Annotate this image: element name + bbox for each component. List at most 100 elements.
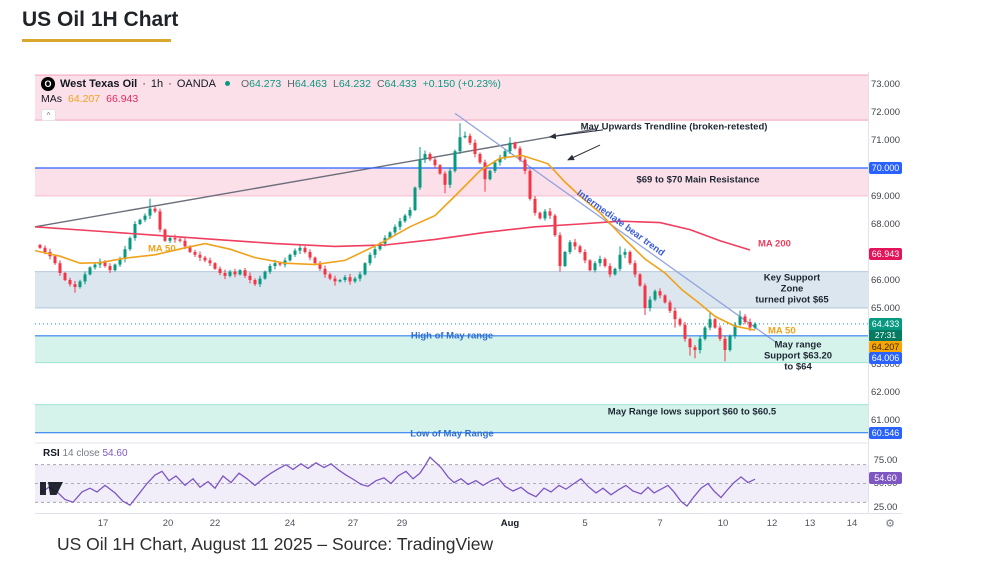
may-range-low-zone — [35, 404, 868, 433]
candle-body — [258, 278, 262, 285]
chart-canvas[interactable] — [35, 72, 868, 513]
candle-body — [573, 242, 577, 247]
candle-body — [123, 249, 127, 259]
price-axis-label: 25.00 — [873, 502, 898, 513]
price-axis[interactable]: 73.000 72.000 71.000 69.000 68.000 66.000 65.0… — [868, 72, 902, 513]
trendline-arrow-2 — [567, 144, 601, 161]
candle-body — [323, 268, 327, 275]
candle-body — [698, 338, 702, 350]
time-axis-label-13: 13 — [804, 518, 816, 529]
symbol-legend: O West Texas Oil · 1h · OANDA O64.273 H64… — [41, 76, 501, 121]
candle-body — [173, 238, 177, 240]
interval-value[interactable]: 1h — [150, 77, 164, 90]
candle-body — [723, 338, 727, 350]
candle-body — [113, 264, 117, 271]
may-upwards-trendline[interactable] — [35, 128, 598, 228]
price-axis-label: 61.000 — [870, 415, 901, 426]
rsi-name: RSI — [43, 448, 60, 459]
candle-body — [143, 215, 147, 220]
candle-body — [728, 336, 732, 350]
ohlc-item: H64.463 — [287, 77, 327, 90]
candle-body — [688, 338, 692, 348]
candle-body — [643, 285, 647, 308]
candle-body — [653, 291, 657, 300]
time-axis-label-7: 7 — [657, 518, 663, 529]
candle-body — [363, 263, 367, 275]
candle-body — [548, 211, 552, 216]
symbol-name[interactable]: West Texas Oil — [60, 77, 138, 90]
candle-body — [203, 257, 207, 261]
price-axis-label: 72.000 — [870, 107, 901, 118]
candle-body — [493, 162, 497, 171]
candle-body — [298, 247, 302, 251]
candle-body — [583, 252, 587, 261]
price-badge-64207: 64.207 — [869, 341, 902, 353]
price-axis-label: 68.000 — [870, 219, 901, 230]
candle-body — [753, 323, 757, 328]
candle-body — [263, 271, 267, 279]
candle-body — [558, 235, 562, 266]
candle-body — [353, 278, 357, 282]
price-axis-label: 66.000 — [870, 275, 901, 286]
ma50-current-value: 64.207 — [68, 93, 101, 105]
may-range-high-zone — [35, 335, 868, 363]
candle-body — [108, 266, 112, 271]
candle-body — [703, 327, 707, 339]
chart-plot-area[interactable]: May Upwards Trendline (broken-retested) $… — [35, 72, 868, 513]
candle-body — [138, 219, 142, 224]
price-badge-60546: 60.546 — [869, 427, 902, 439]
candle-body — [158, 211, 162, 230]
candle-body — [543, 211, 547, 219]
upper-resistance-zone — [35, 75, 868, 121]
ma50-line — [35, 154, 756, 331]
ohlc-values: O64.273 H64.463 L64.232 C64.433 +0.150 (+0.2… — [241, 78, 501, 90]
price-axis-label: 71.000 — [870, 135, 901, 146]
candle-body — [713, 319, 717, 328]
candle-body — [68, 280, 72, 285]
candle-body — [748, 322, 752, 328]
candle-body — [618, 254, 622, 269]
candle-body — [423, 154, 427, 160]
candle-body — [183, 240, 187, 247]
candle-body — [338, 280, 342, 282]
candle-body — [63, 273, 67, 280]
time-axis[interactable]: 17 20 22 24 27 29 Aug 5 7 10 12 13 14 ⚙ — [35, 513, 902, 532]
candle-body — [348, 277, 352, 282]
candle-body — [503, 151, 507, 159]
market-status-dot-icon[interactable] — [224, 81, 230, 86]
candle-body — [218, 268, 222, 273]
candle-body — [103, 261, 107, 266]
candle-body — [648, 299, 652, 308]
ohlc-item: O64.273 — [240, 77, 282, 90]
candle-body — [413, 187, 417, 210]
candle-body — [313, 257, 317, 264]
candle-body — [373, 249, 377, 255]
candle-body — [563, 252, 567, 266]
candle-body — [253, 280, 257, 285]
candle-body — [443, 173, 447, 185]
candle-body — [233, 271, 237, 275]
candle-body — [663, 295, 667, 303]
candle-body — [568, 242, 572, 252]
candle-body — [293, 250, 297, 255]
collapse-legend-button[interactable]: ^ — [41, 109, 56, 121]
candle-body — [628, 252, 632, 264]
symbol-logo-icon: O — [41, 76, 55, 91]
candle-body — [498, 158, 502, 163]
candle-body — [168, 238, 172, 241]
candle-body — [88, 267, 92, 275]
price-badge-64433: 64.433 27:31 — [869, 318, 902, 341]
ma200-line — [35, 220, 751, 251]
price-axis-label: 65.000 — [870, 303, 901, 314]
price-axis-label: 73.000 — [870, 79, 901, 90]
price-badge-66943: 66.943 — [869, 248, 902, 260]
candle-body — [488, 170, 492, 180]
intermediate-bear-trendline[interactable] — [454, 112, 776, 343]
candle-body — [428, 154, 432, 160]
candle-body — [638, 274, 642, 286]
candle-body — [133, 224, 137, 238]
timezone-settings-gear-icon[interactable]: ⚙ — [885, 518, 895, 530]
candle-body — [213, 263, 217, 269]
time-axis-label-22: 22 — [209, 518, 221, 529]
tradingview-logo-icon[interactable] — [40, 477, 64, 501]
